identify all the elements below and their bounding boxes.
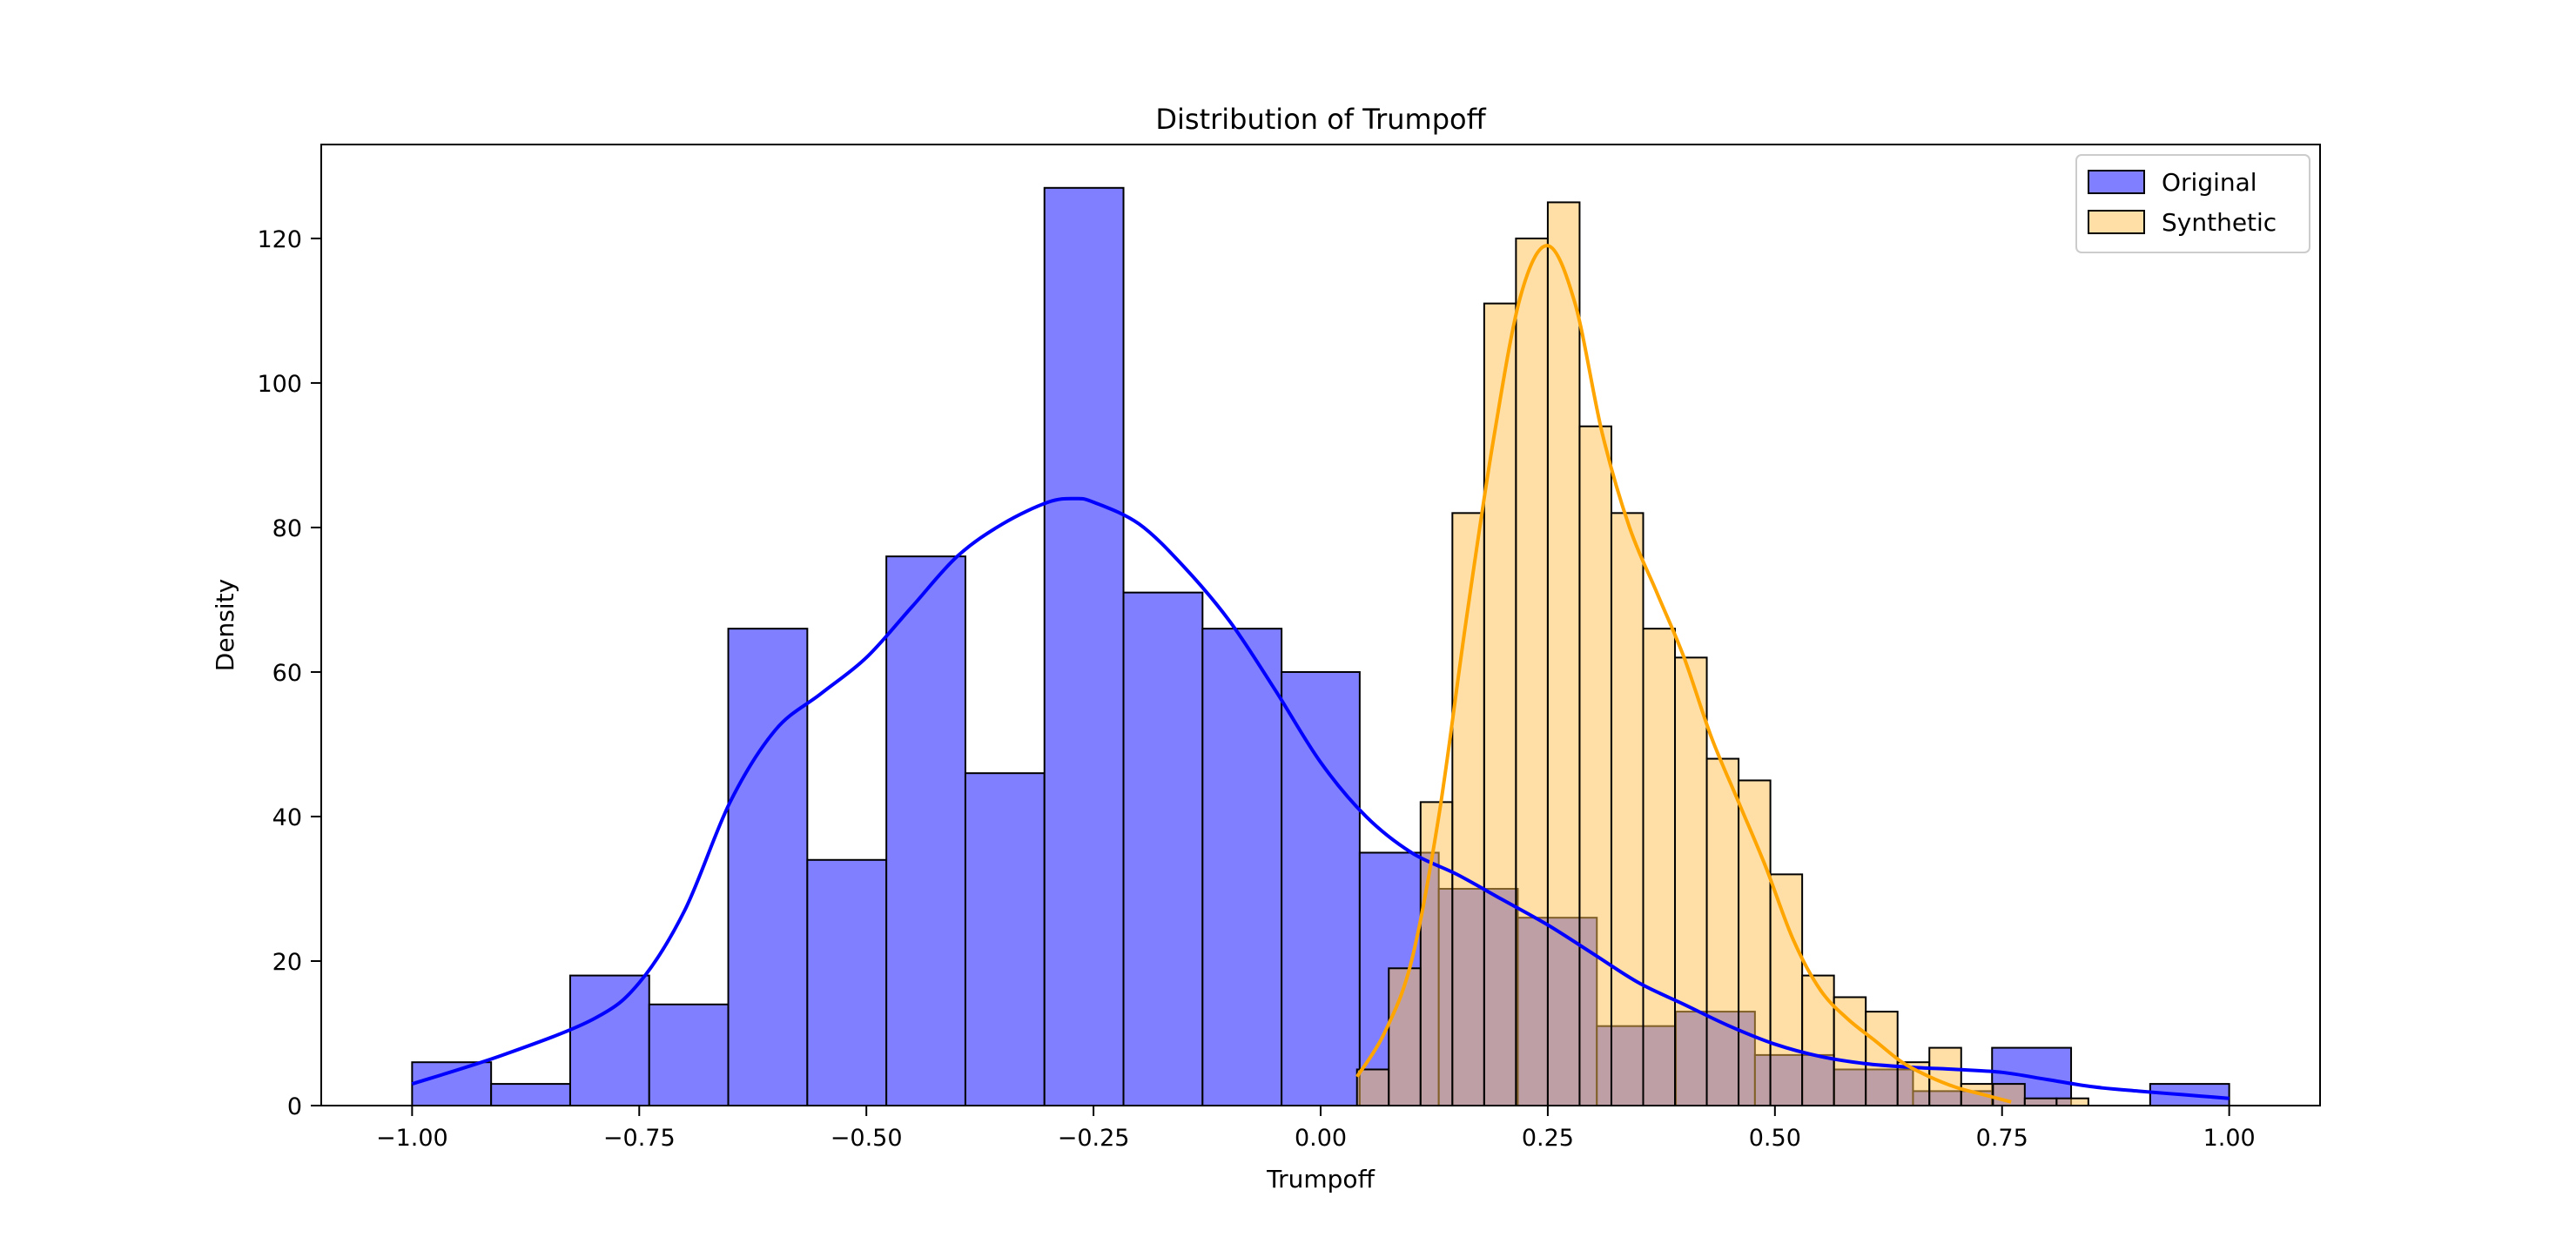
legend-label-synthetic: Synthetic: [2162, 208, 2277, 237]
histogram-bar: [568, 974, 650, 1106]
y-axis-label: Density: [211, 579, 239, 671]
histogram-bar: [1610, 512, 1644, 1106]
histogram-bar: [1928, 1046, 1962, 1107]
histogram-bar: [1674, 656, 1708, 1106]
histogram-bar: [1281, 670, 1361, 1106]
x-tick-label: 0.75: [1976, 1125, 2028, 1152]
axis-layer: −1.00 −0.75 −0.50 −0.25 0.00 0.25 0.50 0.75 1.00…: [257, 226, 2255, 1152]
histogram-bar: [727, 628, 809, 1106]
y-tick-label: 100: [257, 371, 302, 398]
x-tick-label: 0.50: [1749, 1125, 1801, 1152]
x-tick-label: −0.50: [831, 1125, 903, 1152]
bar-group-synthetic: [1355, 201, 2089, 1107]
y-tick-label: 120: [257, 226, 302, 253]
y-tick-label: 80: [272, 515, 302, 542]
y-tick-label: 0: [287, 1093, 302, 1120]
histogram-bar: [1388, 967, 1422, 1107]
histogram-bar: [1515, 237, 1549, 1106]
histogram-bar: [964, 772, 1046, 1106]
legend-label-original: Original: [2162, 168, 2257, 197]
y-tick-label: 40: [272, 804, 302, 831]
histogram-bar: [1419, 801, 1454, 1106]
y-tick-label: 20: [272, 949, 302, 976]
histogram-bar: [648, 1003, 730, 1106]
histogram-bar: [1578, 425, 1612, 1106]
histogram-bar: [1865, 1011, 1899, 1106]
histogram-bar: [1546, 201, 1581, 1107]
chart-title: Distribution of Trumpoff: [1155, 103, 1486, 136]
x-tick-label: −1.00: [376, 1125, 448, 1152]
x-axis-label: Trumpoff: [1266, 1165, 1375, 1194]
legend-swatch-synthetic: [2088, 210, 2145, 234]
x-tick-label: 0.25: [1522, 1125, 1574, 1152]
histogram-bar: [885, 555, 966, 1106]
histogram-bar: [1738, 779, 1772, 1107]
histogram-bar: [1483, 302, 1517, 1107]
histogram-bar: [2055, 1097, 2089, 1106]
histogram-bar: [2023, 1097, 2058, 1106]
bars-layer: [411, 186, 2230, 1107]
kde-layer: [411, 244, 2230, 1104]
x-tick-label: −0.25: [1058, 1125, 1130, 1152]
histogram-bar: [1801, 974, 1835, 1106]
histogram-bar: [1642, 628, 1677, 1106]
histogram-bar: [1043, 186, 1125, 1106]
histogram-bar: [1833, 996, 1867, 1107]
histogram-bar: [1705, 757, 1740, 1106]
y-tick-label: 60: [272, 660, 302, 687]
x-tick-label: 1.00: [2203, 1125, 2256, 1152]
legend-swatch-original: [2088, 170, 2145, 194]
histogram-bar: [1122, 591, 1204, 1106]
x-tick-label: −0.75: [603, 1125, 676, 1152]
x-tick-label: 0.00: [1295, 1125, 1347, 1152]
histogram-bar: [1355, 1068, 1390, 1106]
kde-line-synthetic: [1355, 244, 2012, 1104]
histogram-bar: [806, 858, 888, 1106]
histogram-bar: [411, 1061, 493, 1106]
legend: Original Synthetic: [2075, 154, 2310, 253]
histogram-bar: [1769, 873, 1804, 1106]
histogram-bar: [490, 1083, 571, 1107]
histogram-bar: [1201, 628, 1283, 1106]
